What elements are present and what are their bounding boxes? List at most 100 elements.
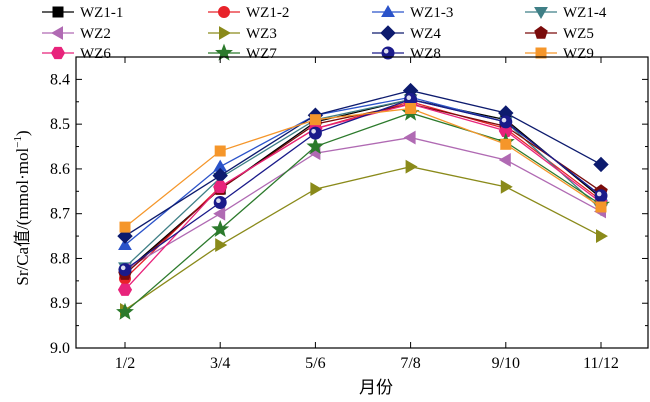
- legend-marker-highlight: [383, 48, 389, 54]
- data-point: [215, 238, 228, 252]
- data-point-highlight: [596, 191, 602, 197]
- data-point: [595, 201, 607, 213]
- legend-item: WZ2: [42, 26, 111, 42]
- data-point-body: [594, 189, 608, 203]
- data-point: [119, 221, 131, 233]
- data-point: [118, 238, 132, 251]
- x-tick-label: 3/4: [210, 355, 230, 372]
- legend-label: WZ7: [246, 46, 277, 62]
- data-point: [498, 153, 511, 167]
- series-WZ1-4: [118, 94, 608, 275]
- legend-item: WZ1-2: [208, 5, 289, 21]
- legend-label: WZ1-4: [563, 5, 607, 21]
- series-WZ5: [118, 96, 608, 280]
- data-point: [500, 179, 513, 194]
- data-point: [116, 302, 134, 320]
- data-point-highlight: [120, 265, 126, 271]
- legend-marker: [50, 46, 66, 60]
- legend-label: WZ4: [410, 26, 441, 42]
- x-tick-label: 11/12: [583, 355, 619, 372]
- data-point: [405, 159, 418, 174]
- legend-item: WZ5: [525, 25, 594, 42]
- legend-label: WZ5: [563, 26, 594, 42]
- y-tick-label: 8.8: [50, 250, 70, 267]
- legend-label: WZ6: [80, 46, 111, 62]
- legend-marker: [534, 7, 548, 20]
- data-point-body: [118, 263, 132, 277]
- data-point: [403, 130, 416, 145]
- legend-marker: [218, 6, 230, 18]
- legend-label: WZ8: [410, 46, 441, 62]
- data-point-highlight: [501, 117, 507, 123]
- data-point: [310, 182, 323, 196]
- y-tick-label: 8.9: [50, 295, 70, 312]
- legend-label: WZ1-1: [80, 5, 123, 21]
- series-WZ3: [120, 159, 608, 317]
- legend-item: WZ6: [42, 46, 111, 62]
- data-point: [309, 114, 321, 126]
- legend: WZ1-1 WZ1-2 WZ1-3 WZ1-4 WZ2 WZ3 WZ4 WZ5 WZ6 WZ7 WZ…: [42, 4, 607, 62]
- legend-label: WZ1-2: [246, 5, 289, 21]
- legend-item: WZ1-3: [372, 4, 453, 21]
- data-point-body: [308, 126, 322, 140]
- plot-area: [116, 82, 610, 320]
- data-point: [213, 196, 227, 209]
- data-point: [211, 219, 230, 237]
- data-point-highlight: [406, 95, 412, 101]
- data-point: [213, 180, 228, 193]
- y-tick-label: 8.4: [50, 71, 70, 88]
- legend-item: WZ3: [208, 26, 277, 42]
- data-point: [118, 263, 132, 277]
- x-tick-label: 5/6: [305, 355, 325, 372]
- legend-item: WZ1-1: [42, 5, 123, 21]
- legend-marker: [381, 46, 395, 60]
- series-line: [124, 98, 602, 271]
- data-point: [500, 138, 512, 150]
- series-line: [124, 89, 602, 237]
- legend-marker: [534, 25, 548, 39]
- legend-item: WZ4: [372, 25, 441, 42]
- data-point: [596, 229, 608, 244]
- series-WZ8: [118, 93, 608, 277]
- legend-marker: [380, 25, 396, 41]
- y-tick-label: 8.6: [50, 161, 70, 178]
- x-axis-title: 月份: [359, 378, 393, 397]
- data-point-body: [213, 196, 227, 209]
- data-point: [308, 126, 322, 140]
- series-line: [124, 96, 602, 246]
- x-tick-label: 1/2: [115, 355, 135, 372]
- data-point-highlight: [216, 198, 221, 203]
- legend-label: WZ3: [246, 26, 277, 42]
- data-point: [117, 283, 133, 296]
- data-point-body: [499, 115, 513, 129]
- series-WZ1-1: [119, 94, 607, 278]
- data-point: [214, 145, 226, 157]
- legend-item: WZ1-4: [525, 5, 607, 21]
- series-line: [124, 166, 602, 311]
- axes: 8.4 8.5 8.6 8.7 8.8 8.9 9.0 1/2 3/4 5/6 7/8 9/10 11/…: [50, 56, 649, 372]
- legend-marker: [50, 26, 63, 40]
- plot-frame: [75, 56, 649, 349]
- data-point: [405, 102, 417, 114]
- data-point: [499, 115, 513, 129]
- series-line: [124, 101, 602, 280]
- series-line: [124, 98, 602, 268]
- legend-marker: [52, 6, 64, 18]
- legend-marker: [219, 26, 232, 40]
- data-point-highlight: [311, 129, 316, 134]
- series-line: [124, 136, 602, 271]
- legend-label: WZ9: [563, 46, 594, 62]
- series-line: [124, 112, 602, 313]
- y-tick-label: 9.0: [50, 340, 70, 357]
- x-tick-label: 9/10: [492, 355, 520, 372]
- y-tick-label: 8.7: [50, 206, 70, 223]
- legend-item: WZ7: [208, 43, 277, 62]
- legend-label: WZ2: [80, 26, 111, 42]
- legend-item: WZ9: [525, 46, 594, 62]
- data-point: [213, 206, 226, 221]
- data-point: [306, 137, 325, 155]
- y-axis-title: Sr/Ca值/(mmol·mol−1): [12, 130, 32, 285]
- series-line: [124, 107, 602, 228]
- series-WZ9: [119, 102, 607, 233]
- data-point: [593, 156, 609, 173]
